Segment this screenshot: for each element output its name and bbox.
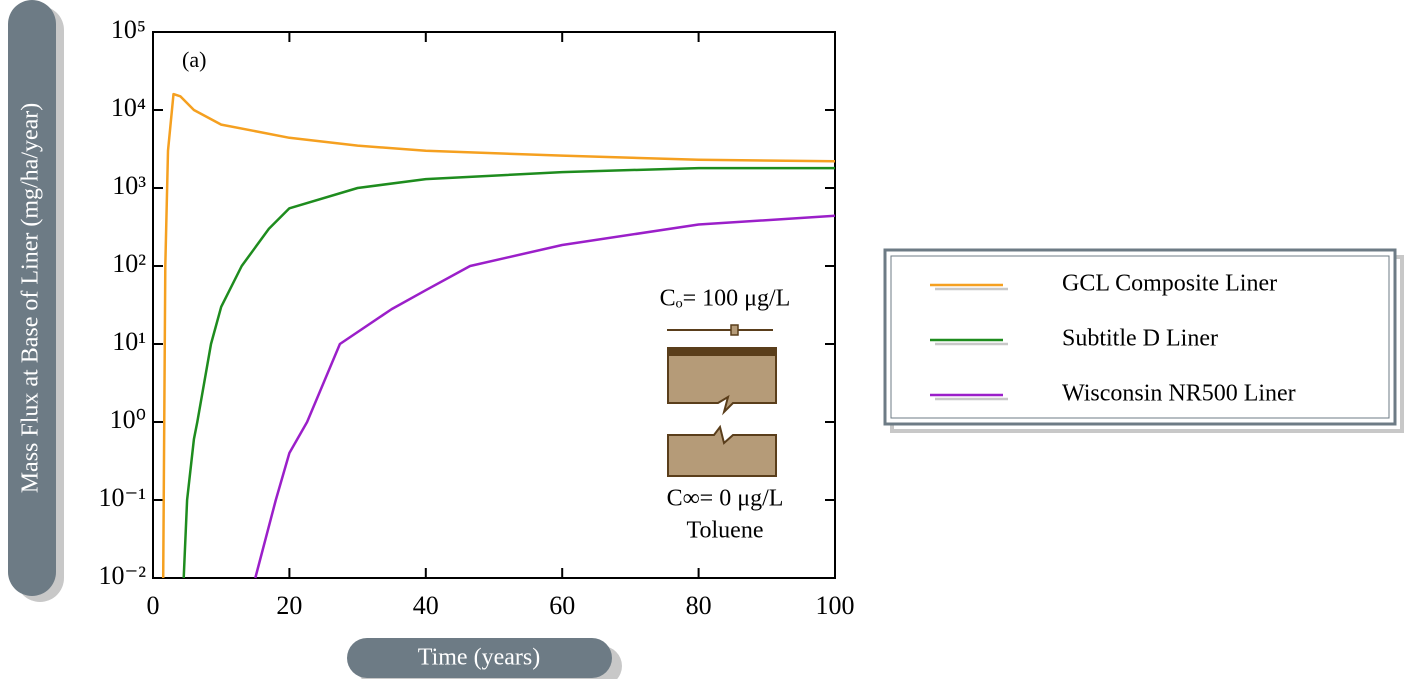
series-line: [182, 166, 835, 579]
x-tick-label: 20: [276, 591, 302, 620]
legend-label: GCL Composite Liner: [1062, 271, 1277, 297]
y-tick-label: 10²: [112, 249, 146, 278]
annotation: Cₒ= 100 μg/L: [660, 286, 791, 312]
y-tick-label: 10⁵: [111, 15, 146, 44]
plot-frame: [152, 31, 836, 579]
y-axis-label: Mass Flux at Base of Liner (mg/ha/year): [18, 103, 44, 494]
y-label-pill: [8, 0, 56, 596]
legend-label: Subtitle D Liner: [1062, 326, 1218, 352]
liner-diagram: Cₒ= 100 μg/L C∞= 0 μg/L Toluene: [660, 286, 791, 544]
legend-label: Wisconsin NR500 Liner: [1062, 381, 1296, 407]
panel-label: (a): [182, 47, 206, 72]
y-tick-label: 10⁻²: [98, 561, 146, 590]
y-tick-label: 10⁰: [110, 405, 146, 434]
annotation: C∞= 0 μg/L: [667, 486, 784, 512]
x-tick-label: 60: [549, 591, 575, 620]
y-tick-label: 10³: [112, 171, 146, 200]
x-label-pill: [347, 638, 612, 678]
y-tick-label: 10¹: [112, 327, 146, 356]
x-tick-label: 0: [147, 591, 160, 620]
x-tick-label: 80: [686, 591, 712, 620]
series-line: [254, 214, 836, 579]
x-tick-label: 40: [413, 591, 439, 620]
annotation: Toluene: [687, 518, 764, 544]
y-tick-label: 10⁻¹: [98, 483, 146, 512]
series-line: [161, 92, 836, 579]
x-tick-label: 100: [816, 591, 855, 620]
legend-inner: [890, 255, 1390, 419]
y-tick-label: 10⁴: [111, 93, 146, 122]
x-axis-label: Time (years): [418, 645, 540, 671]
